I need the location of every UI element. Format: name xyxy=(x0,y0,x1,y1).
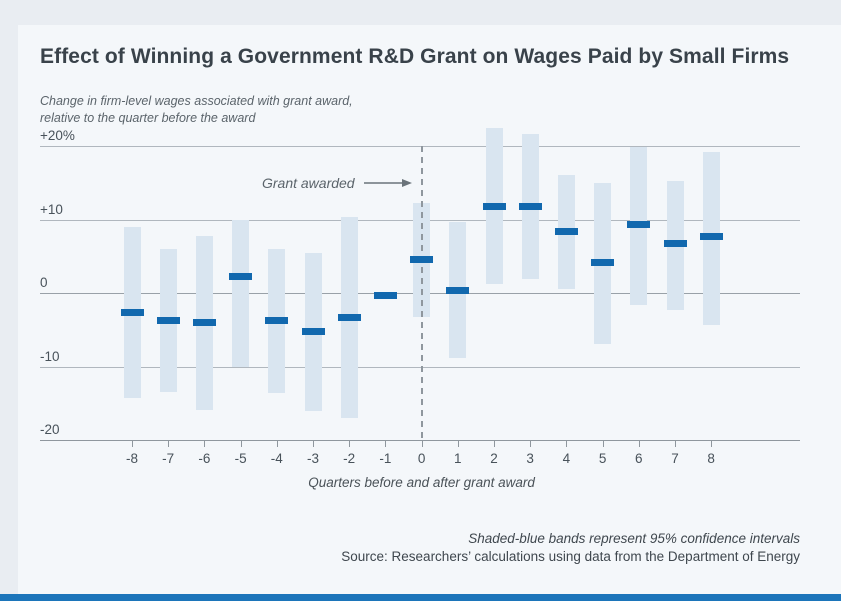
x-tick-label: -5 xyxy=(234,451,247,466)
x-tick xyxy=(168,441,170,447)
point-estimate xyxy=(229,272,253,280)
chart-subtitle: Change in firm-level wages associated wi… xyxy=(40,94,353,125)
x-tick xyxy=(240,441,242,447)
gridline-y20 xyxy=(40,146,800,147)
x-tick-label: -1 xyxy=(379,451,392,466)
x-tick-label: -2 xyxy=(343,451,356,466)
x-tick xyxy=(602,441,604,447)
x-tick xyxy=(204,441,206,447)
x-tick-label: 0 xyxy=(417,451,426,466)
x-tick xyxy=(638,441,640,447)
x-tick-label: 1 xyxy=(454,451,462,466)
y-tick-label: +20% xyxy=(40,128,75,143)
x-tick xyxy=(457,441,459,447)
point-estimate xyxy=(120,308,144,316)
y-tick-label: 0 xyxy=(40,275,48,290)
brand-footer-bar xyxy=(0,594,841,601)
point-estimate xyxy=(518,202,542,210)
figure-card: Effect of Winning a Government R&D Grant… xyxy=(18,25,841,594)
x-tick-label: -3 xyxy=(306,451,319,466)
x-tick xyxy=(711,441,713,447)
point-estimate xyxy=(265,317,289,325)
ci-band xyxy=(232,219,250,368)
point-estimate xyxy=(591,258,615,266)
point-estimate xyxy=(663,240,687,248)
y-tick-label: -20 xyxy=(40,422,60,437)
point-estimate xyxy=(554,228,578,236)
gridline-y-10 xyxy=(40,366,800,368)
plot-area: Grant awarded Quarters before and after … xyxy=(18,25,841,594)
x-tick xyxy=(530,441,532,447)
x-tick-label: 5 xyxy=(598,451,607,466)
grant-awarded-label: Grant awarded xyxy=(261,175,355,191)
x-tick xyxy=(494,441,495,447)
x-tick xyxy=(276,441,278,447)
x-tick xyxy=(675,441,676,447)
point-estimate xyxy=(627,221,651,229)
x-axis-line xyxy=(40,440,800,441)
chart-title: Effect of Winning a Government R&D Grant… xyxy=(40,45,790,68)
x-tick-label: 8 xyxy=(707,451,715,466)
x-tick-label: -6 xyxy=(198,451,211,466)
x-tick-label: 2 xyxy=(490,451,498,466)
x-tick-label: 4 xyxy=(562,451,571,466)
point-estimate xyxy=(192,318,216,326)
x-tick xyxy=(313,441,314,447)
footnotes: Shaded-blue bands represent 95% confiden… xyxy=(341,530,800,566)
y-tick-label: +10 xyxy=(40,201,63,217)
right-arrow-icon xyxy=(363,179,412,187)
point-estimate xyxy=(410,256,434,264)
x-tick-label: 3 xyxy=(526,451,534,466)
y-tick-label: -10 xyxy=(40,348,60,364)
point-estimate xyxy=(373,291,397,299)
x-tick xyxy=(421,441,423,447)
source-note: Source: Researchers’ calculations using … xyxy=(341,549,800,564)
x-tick xyxy=(385,441,387,447)
point-estimate xyxy=(156,317,180,325)
x-tick-label: -7 xyxy=(162,451,175,466)
confidence-note: Shaded-blue bands represent 95% confiden… xyxy=(468,531,800,546)
x-tick-label: 6 xyxy=(635,451,643,466)
point-estimate xyxy=(699,232,723,240)
point-estimate xyxy=(482,202,506,210)
x-tick-label: -8 xyxy=(125,451,138,466)
grant-awarded-annotation: Grant awarded xyxy=(192,174,412,192)
x-tick-label: -4 xyxy=(270,451,283,466)
point-estimate xyxy=(301,327,325,335)
x-tick xyxy=(349,441,351,447)
x-axis-title: Quarters before and after grant award xyxy=(308,475,535,490)
grant-award-dashed-line xyxy=(420,146,423,440)
x-tick xyxy=(566,441,568,447)
x-tick-label: 7 xyxy=(671,451,679,466)
x-tick xyxy=(132,441,133,447)
point-estimate xyxy=(446,286,470,294)
point-estimate xyxy=(337,314,361,322)
